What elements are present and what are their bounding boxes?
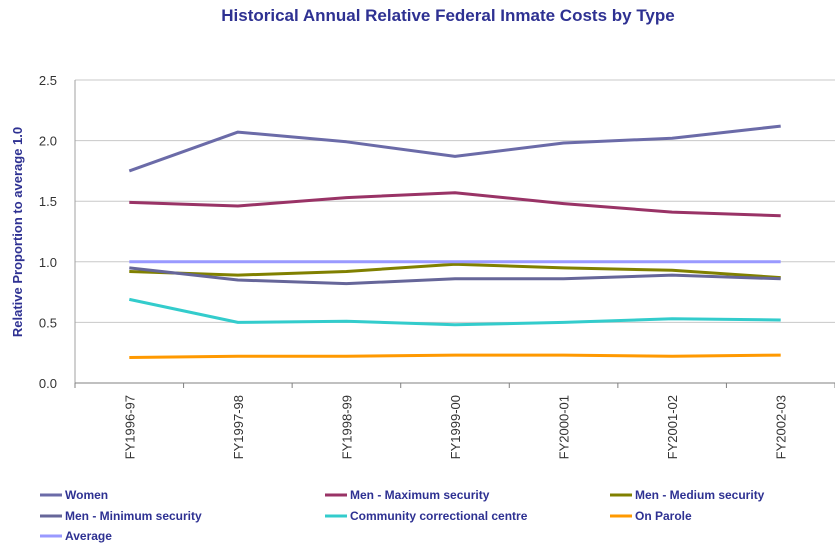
series-line-0 — [128, 124, 781, 173]
legend-label: On Parole — [635, 509, 692, 523]
axes — [74, 80, 835, 388]
legend: Women Men - Maximum security Men - Medium … — [40, 488, 765, 543]
legend-label: Men - Maximum security — [350, 488, 490, 502]
series-line-3 — [129, 266, 781, 286]
series-line-5 — [129, 353, 781, 359]
legend-label: Average — [65, 529, 112, 543]
legend-label: Community correctional centre — [350, 509, 528, 523]
legend-label: Men - Medium security — [635, 488, 765, 502]
y-tick-label: 2.5 — [39, 73, 57, 88]
y-axis-title: Relative Proportion to average 1.0 — [10, 127, 25, 337]
x-tick-label: FY1998-99 — [339, 395, 354, 459]
y-tick-label: 2.0 — [39, 134, 57, 149]
gridlines — [75, 79, 835, 384]
series-line-4 — [128, 297, 781, 327]
y-tick-label: 1.0 — [39, 255, 57, 270]
series-line-2 — [129, 262, 781, 280]
x-tick-label: FY2002-03 — [774, 395, 789, 459]
y-tick-label: 0.0 — [39, 376, 57, 391]
x-tick-label: FY1999-00 — [448, 395, 463, 459]
x-tick-labels: FY1996-97 FY1997-98 FY1998-99 FY1999-00 FY20… — [122, 395, 788, 459]
x-tick-label: FY1997-98 — [231, 395, 246, 459]
chart-title: Historical Annual Relative Federal Inmat… — [221, 6, 674, 25]
y-tick-label: 1.5 — [39, 194, 57, 209]
series-lines — [128, 124, 781, 359]
series-line-1 — [129, 191, 781, 218]
legend-label: Men - Minimum security — [65, 509, 202, 523]
x-tick-label: FY2001-02 — [665, 395, 680, 459]
y-tick-label: 0.5 — [39, 315, 57, 330]
legend-label: Women — [65, 488, 108, 502]
x-tick-label: FY1996-97 — [122, 395, 137, 459]
y-tick-labels: 0.0 0.5 1.0 1.5 2.0 2.5 — [39, 73, 57, 391]
x-tick-label: FY2000-01 — [557, 395, 572, 459]
